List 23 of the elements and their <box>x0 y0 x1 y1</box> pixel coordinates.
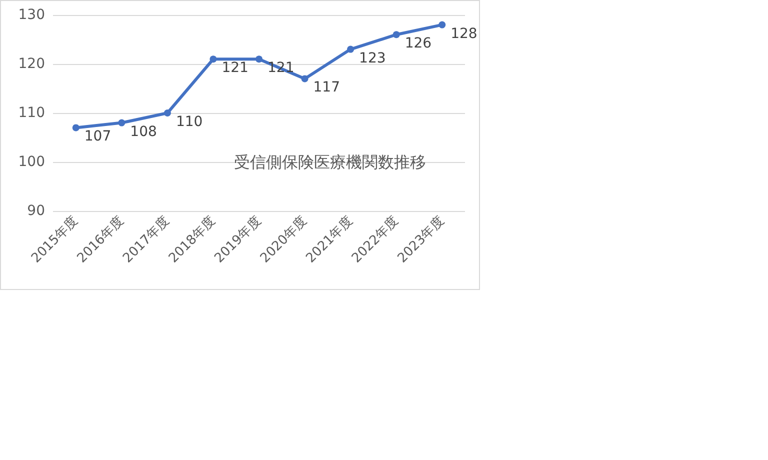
point <box>118 119 126 126</box>
data-label: 121 <box>222 60 248 76</box>
y-tick-label: 120 <box>18 56 45 72</box>
data-label: 108 <box>130 124 157 140</box>
data-label: 110 <box>176 114 203 130</box>
point <box>72 124 80 132</box>
point <box>438 21 446 28</box>
y-tick-label: 110 <box>18 105 45 121</box>
data-label: 117 <box>313 80 340 96</box>
point <box>256 56 262 63</box>
point <box>301 75 308 82</box>
point <box>347 46 354 53</box>
data-label: 123 <box>359 50 386 66</box>
data-label: 107 <box>84 128 112 145</box>
data-label: 126 <box>404 36 432 52</box>
data-label: 128 <box>450 26 478 42</box>
point <box>392 31 400 38</box>
point <box>210 56 217 63</box>
y-tick-label: 100 <box>18 154 45 170</box>
y-tick-label: 130 <box>18 7 45 23</box>
y-tick-label: 90 <box>27 203 45 219</box>
text: 受信側保険医療機関数推移 <box>234 152 426 172</box>
point <box>164 110 171 116</box>
